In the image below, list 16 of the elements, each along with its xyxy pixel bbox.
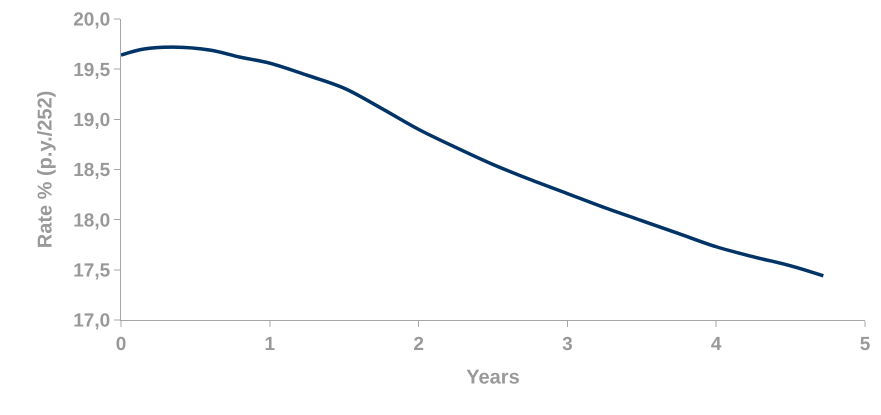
x-tick-label: 4	[710, 334, 722, 355]
y-tick-label: 18,5	[73, 160, 111, 182]
x-tick-label: 0	[116, 334, 126, 355]
y-axis-title: Rate % (p.y./252)	[34, 90, 57, 248]
y-tick-label: 19,5	[73, 60, 111, 81]
y-tick-label: 17,5	[73, 260, 111, 282]
x-tick-label: 2	[413, 334, 424, 355]
y-tick-label: 18,0	[73, 210, 110, 232]
x-axis-title: Years	[466, 366, 520, 388]
y-tick-label: 17,0	[73, 310, 110, 332]
x-tick-label: 5	[860, 334, 871, 355]
x-tick-label: 3	[562, 334, 573, 355]
x-tick-label: 1	[264, 334, 276, 355]
y-tick-label: 19,0	[73, 110, 110, 131]
line-series	[121, 45, 826, 278]
y-tick-label: 20,0	[73, 10, 110, 31]
